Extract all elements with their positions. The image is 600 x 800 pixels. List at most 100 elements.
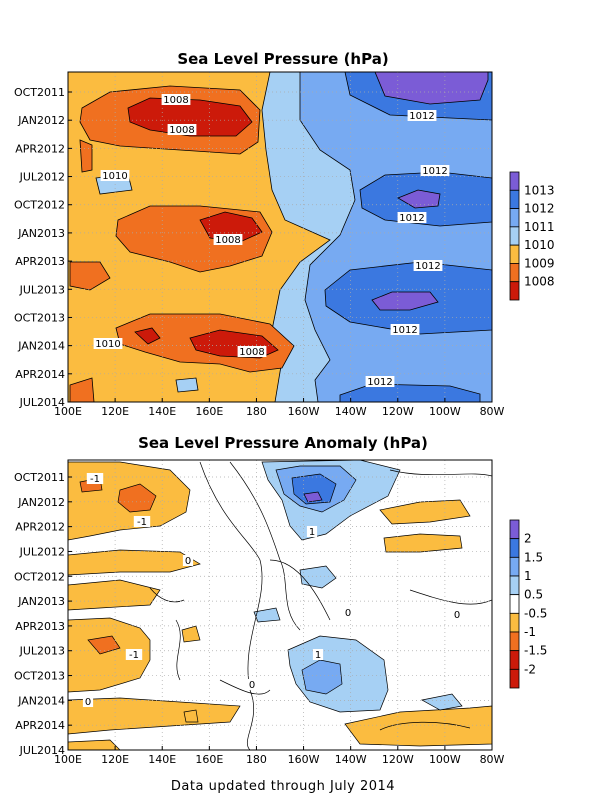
- chart2-colorbar-label: 1: [524, 569, 532, 583]
- svg-text:1008: 1008: [239, 347, 264, 358]
- svg-text:1012: 1012: [367, 377, 392, 388]
- svg-text:1012: 1012: [392, 325, 417, 336]
- chart2-x-ticks: 100E 120E 140E 160E 180 160W 140W 120W 100W 80W: [54, 746, 505, 766]
- chart2-x-tick-label: 160E: [195, 753, 223, 766]
- chart2-x-tick-label: 180: [246, 753, 267, 766]
- chart1-contour-label: 1008: [167, 124, 197, 136]
- chart2-y-tick-label: APR2012: [15, 521, 65, 534]
- chart1-x-tick-label: 180: [246, 405, 267, 418]
- svg-text:-1: -1: [137, 517, 147, 528]
- chart1-contour-label: 1008: [237, 346, 267, 358]
- chart1-y-tick-label: JUL2013: [19, 283, 65, 296]
- chart2-colorbar-swatch: [509, 538, 520, 558]
- chart1-colorbar: 1013 1012 1011 1010 1009 1008: [509, 171, 555, 301]
- chart2-y-tick-label: OCT2013: [14, 670, 65, 683]
- svg-text:-1: -1: [129, 650, 139, 661]
- chart2-contour-label: 0: [451, 609, 463, 621]
- chart2-contour-label: -1: [133, 516, 151, 528]
- svg-text:1008: 1008: [215, 235, 240, 246]
- chart2-colorbar-label: -0.5: [524, 606, 547, 620]
- chart1-colorbar-swatch: [509, 189, 520, 209]
- chart2-x-tick-label: 100W: [429, 753, 461, 766]
- chart2-y-tick-label: JAN2014: [17, 694, 65, 707]
- svg-text:0: 0: [345, 608, 351, 619]
- chart2-contour-label: 0: [342, 607, 354, 619]
- svg-text:1008: 1008: [163, 95, 188, 106]
- svg-text:1010: 1010: [102, 171, 127, 182]
- svg-text:1012: 1012: [415, 261, 440, 272]
- chart1-y-tick-label: JAN2014: [17, 340, 65, 353]
- chart2-y-tick-label: OCT2011: [14, 471, 65, 484]
- chart1-y-tick-label: OCT2011: [14, 86, 65, 99]
- chart2-colorbar-label: -2: [524, 662, 536, 676]
- chart1-y-tick-label: OCT2013: [14, 311, 65, 324]
- chart1-colorbar-label: 1012: [524, 202, 555, 216]
- svg-text:1: 1: [315, 650, 321, 661]
- chart1-contour-label: 1012: [365, 376, 395, 388]
- svg-text:1: 1: [309, 527, 315, 538]
- chart1-contour-label: 1012: [407, 110, 437, 122]
- chart2-y-ticks: OCT2011 JAN2012 APR2012 JUL2012 OCT2012 JAN20…: [14, 471, 72, 757]
- chart2-contour-label: 0: [246, 679, 258, 691]
- chart1-colorbar-swatch: [509, 226, 520, 246]
- chart1-x-tick-label: 160W: [288, 405, 320, 418]
- chart1-colorbar-label: 1011: [524, 220, 555, 234]
- chart2-y-tick-label: JAN2013: [17, 595, 65, 608]
- svg-text:1012: 1012: [409, 111, 434, 122]
- chart2-x-tick-label: 140W: [335, 753, 367, 766]
- chart2-plot-fill: [68, 460, 492, 750]
- chart1-colorbar-swatch: [509, 171, 520, 191]
- chart1-colorbar-swatch: [509, 281, 520, 301]
- chart1-contour-label: 1012: [413, 260, 443, 272]
- chart1-colorbar-label: 1009: [524, 256, 555, 270]
- svg-text:1010: 1010: [95, 339, 120, 350]
- chart2-colorbar-label: -1.5: [524, 644, 547, 658]
- chart2-x-tick-label: 80W: [480, 753, 505, 766]
- chart2-y-tick-label: OCT2012: [14, 570, 65, 583]
- chart2-y-tick-label: APR2014: [15, 719, 65, 732]
- chart2-contour-label: 0: [182, 555, 194, 567]
- chart2-colorbar-swatch: [509, 594, 520, 614]
- chart1-x-tick-label: 100W: [429, 405, 461, 418]
- chart1-colorbar-label: 1008: [524, 275, 555, 289]
- chart2-colorbar-swatch: [509, 650, 520, 670]
- chart2-x-tick-label: 120E: [101, 753, 129, 766]
- chart2-y-tick-label: APR2013: [15, 620, 65, 633]
- svg-text:1012: 1012: [399, 213, 424, 224]
- chart2-x-tick-label: 160W: [288, 753, 320, 766]
- chart1-contour-label: 1010: [100, 170, 130, 182]
- chart2-x-tick-label: 120W: [382, 753, 414, 766]
- svg-text:1008: 1008: [169, 125, 194, 136]
- chart2-colorbar-label: 2: [524, 532, 532, 546]
- chart1-contour-label: 1012: [420, 165, 450, 177]
- chart2-colorbar-swatch: [509, 519, 520, 540]
- chart2-contour-labels: -1 -1 1 0 0 0 -1 1 0 0: [82, 473, 463, 708]
- chart1-colorbar-swatch: [509, 263, 520, 283]
- chart2-colorbar-label: 1.5: [524, 550, 543, 564]
- chart1-plot-fill: [68, 72, 492, 402]
- chart1-x-tick-label: 120E: [101, 405, 129, 418]
- chart2-contour-label: 1: [306, 526, 318, 538]
- chart2-colorbar-label: 0.5: [524, 588, 543, 602]
- chart2-title: Sea Level Pressure Anomaly (hPa): [138, 434, 428, 452]
- svg-text:0: 0: [185, 556, 191, 567]
- chart1-x-tick-label: 160E: [195, 405, 223, 418]
- chart2-y-tick-label: JUL2014: [19, 744, 65, 757]
- chart1-contour-label: 1012: [390, 324, 420, 336]
- chart2-x-tick-label: 140E: [148, 753, 176, 766]
- chart1-grid: [68, 72, 492, 402]
- chart2-colorbar-swatch: [509, 668, 520, 689]
- chart1-y-ticks: OCT2011 JAN2012 APR2012 JUL2012 OCT2012 JAN20…: [14, 86, 72, 409]
- chart2-contour-label: 0: [82, 696, 94, 708]
- chart1-colorbar-label: 1013: [524, 183, 555, 197]
- chart2-grid: [68, 460, 492, 750]
- chart1-y-tick-label: APR2012: [15, 142, 65, 155]
- chart1-x-tick-label: 140E: [148, 405, 176, 418]
- chart1-y-tick-label: APR2013: [15, 255, 65, 268]
- chart2-colorbar-swatch: [509, 631, 520, 652]
- chart2-contour-label: 1: [312, 649, 324, 661]
- chart1-colorbar-swatch: [509, 244, 520, 264]
- chart1-contour-label: 1012: [397, 212, 427, 224]
- chart1-title: Sea Level Pressure (hPa): [177, 50, 388, 68]
